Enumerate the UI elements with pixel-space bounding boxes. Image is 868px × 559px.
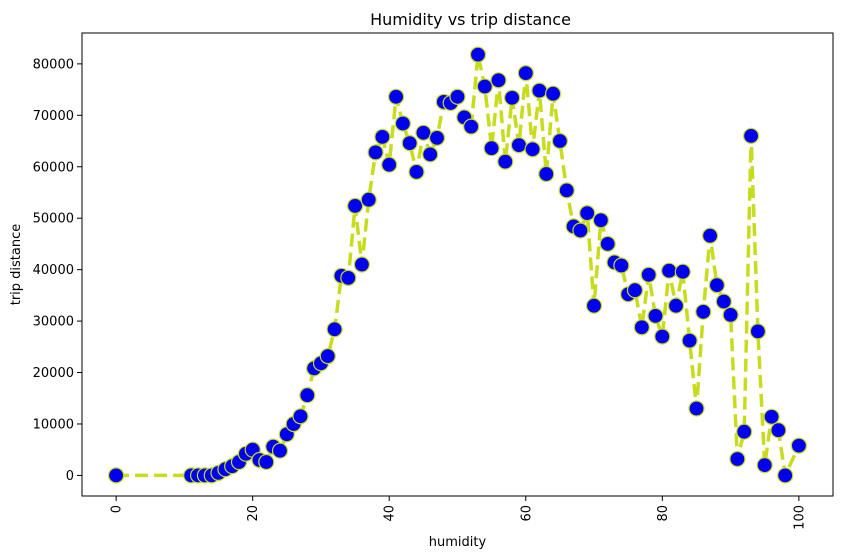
data-point (790, 437, 808, 454)
data-point (347, 197, 364, 214)
data-point (463, 118, 480, 135)
data-point (415, 124, 432, 141)
data-point (763, 408, 780, 425)
data-point (626, 282, 644, 299)
data-point (497, 153, 514, 170)
data-point (640, 266, 657, 283)
data-point (503, 89, 521, 106)
y-tick-label: 20000 (33, 366, 74, 381)
data-point (394, 115, 411, 132)
y-tick-label: 60000 (33, 160, 74, 175)
data-point (715, 293, 732, 310)
x-tick-label: 20 (246, 505, 261, 522)
data-point (388, 88, 405, 105)
x-tick-label: 0 (110, 505, 125, 513)
data-point (531, 82, 548, 99)
data-point (490, 72, 507, 89)
data-point (660, 262, 678, 279)
x-tick-label: 100 (792, 505, 807, 530)
data-point (271, 442, 289, 459)
data-point (722, 306, 739, 323)
x-tick-label: 80 (656, 505, 671, 522)
data-point (572, 222, 589, 239)
data-point (777, 467, 794, 484)
data-point (483, 140, 500, 157)
data-point (681, 332, 698, 349)
x-axis-label: humidity (429, 535, 487, 550)
y-axis-label: trip distance (9, 224, 24, 306)
data-point (647, 307, 664, 324)
data-point (592, 212, 610, 229)
data-point (422, 146, 439, 163)
data-point (579, 205, 596, 222)
y-tick-label: 0 (66, 469, 74, 484)
data-point (319, 348, 336, 365)
y-tick-label: 80000 (33, 57, 74, 72)
data-point (613, 257, 630, 274)
data-point (476, 78, 493, 95)
y-tick-label: 10000 (33, 417, 74, 432)
data-point (742, 127, 760, 144)
data-point (360, 191, 377, 208)
chart-title: Humidity vs trip distance (370, 10, 571, 29)
data-point (544, 85, 562, 102)
plot-area (107, 46, 808, 484)
y-tick-label: 30000 (33, 315, 74, 330)
data-point (585, 297, 603, 314)
data-point (524, 141, 541, 158)
data-point (326, 321, 343, 338)
data-point (770, 422, 787, 439)
data-point (107, 467, 125, 484)
data-point (517, 64, 534, 82)
data-point (736, 423, 753, 440)
data-point (695, 303, 712, 320)
data-point (340, 269, 357, 286)
data-point (551, 132, 569, 150)
y-tick-label: 40000 (33, 263, 74, 278)
data-point (667, 297, 685, 314)
data-point (558, 182, 575, 199)
data-point (374, 128, 391, 145)
data-point (353, 256, 370, 273)
data-point (599, 235, 616, 252)
data-point (401, 135, 418, 152)
data-point (708, 277, 726, 294)
data-point (674, 263, 691, 280)
data-point (367, 144, 384, 161)
x-axis: 0 20 40 60 80 100 (110, 496, 807, 530)
data-point (654, 328, 671, 345)
data-point (469, 46, 487, 63)
data-point (633, 319, 650, 336)
data-point (756, 457, 773, 474)
x-tick-label: 40 (383, 505, 398, 522)
data-point (258, 453, 275, 471)
data-point (292, 408, 309, 425)
data-point (428, 129, 446, 146)
x-tick-label: 60 (519, 505, 534, 522)
data-point (701, 227, 719, 244)
y-axis: 0 10000 20000 30000 40000 50000 60000 70000 8000… (33, 57, 82, 484)
data-point (538, 165, 555, 183)
data-point (381, 156, 398, 173)
data-point (749, 323, 767, 340)
data-point (729, 450, 746, 468)
data-point (408, 163, 425, 180)
y-tick-label: 70000 (33, 109, 74, 124)
y-tick-label: 50000 (33, 212, 74, 227)
data-point (299, 387, 316, 404)
data-point (688, 400, 705, 417)
data-point (449, 88, 466, 105)
data-point (510, 137, 528, 154)
series-line (116, 52, 801, 478)
plot-frame (81, 32, 834, 497)
